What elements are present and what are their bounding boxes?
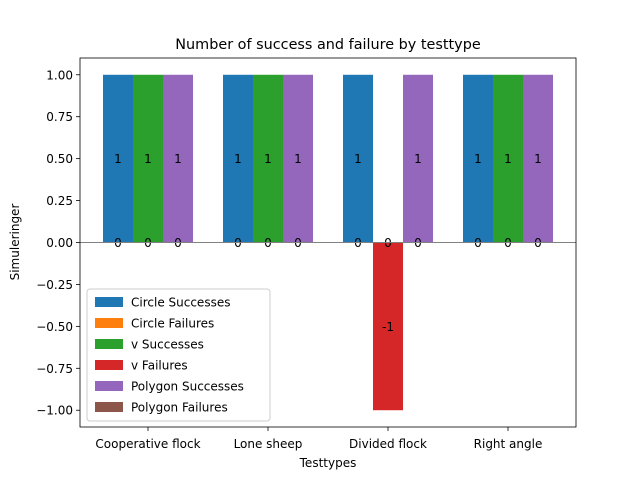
y-tick-label: 0.25 [46, 194, 73, 208]
legend-swatch [95, 339, 123, 349]
legend-swatch [95, 318, 123, 328]
y-axis-label: Simuleringer [8, 204, 22, 281]
bar-value-label: 1 [534, 152, 542, 166]
bars-group [103, 74, 553, 411]
bar-v-successes-0 [133, 74, 163, 243]
x-axis-label: Testtypes [299, 456, 357, 470]
bar-polygon-successes-3 [523, 74, 553, 243]
y-tick-label: 0.50 [46, 152, 73, 166]
legend-swatch [95, 402, 123, 412]
x-axis: Cooperative flock Lone sheep Divided flock… [95, 427, 542, 451]
legend-swatch [95, 297, 123, 307]
legend-label: Polygon Successes [131, 380, 244, 394]
bar-polygon-successes-0 [163, 74, 193, 243]
y-tick-label: 1.00 [46, 68, 73, 82]
bar-value-label: -1 [382, 320, 394, 334]
legend-label: Circle Failures [131, 317, 214, 331]
legend-label: v Failures [131, 359, 188, 373]
bar-value-label: 1 [504, 152, 512, 166]
x-tick-label: Lone sheep [234, 437, 303, 451]
bar-polygon-successes-1 [283, 74, 313, 243]
legend-box [86, 288, 271, 422]
bar-value-label: 1 [234, 152, 242, 166]
legend-swatch [95, 381, 123, 391]
y-tick-label: 0.00 [46, 236, 73, 250]
bar-polygon-successes-2 [403, 74, 433, 243]
x-tick-label: Cooperative flock [95, 437, 200, 451]
legend-label: Polygon Failures [131, 401, 228, 415]
y-tick-label: −0.25 [36, 278, 73, 292]
y-axis: −1.00 −0.75 −0.50 −0.25 0.00 0.25 0.50 0.75 1.00 [36, 68, 80, 418]
y-tick-label: −0.75 [36, 362, 73, 376]
bar-v-successes-1 [253, 74, 283, 243]
bar-value-label: 1 [354, 152, 362, 166]
bar-circle-successes-2 [343, 74, 373, 243]
bar-circle-successes-0 [103, 74, 133, 243]
chart-title: Number of success and failure by testtyp… [175, 37, 481, 53]
legend-label: Circle Successes [131, 296, 230, 310]
bar-circle-successes-1 [223, 74, 253, 243]
legend: Circle Successes Circle Failures v Success… [86, 288, 271, 422]
y-tick-label: −0.50 [36, 320, 73, 334]
legend-swatch [95, 360, 123, 370]
y-tick-label: −1.00 [36, 404, 73, 418]
bar-value-label: 1 [414, 152, 422, 166]
legend-label: v Successes [131, 338, 204, 352]
bar-value-label: 1 [174, 152, 182, 166]
x-tick-label: Right angle [474, 437, 543, 451]
bar-circle-successes-3 [463, 74, 493, 243]
bar-value-label: 1 [144, 152, 152, 166]
bar-value-label: 1 [474, 152, 482, 166]
bar-value-label: 1 [264, 152, 272, 166]
y-tick-label: 0.75 [46, 110, 73, 124]
bar-value-label: 1 [114, 152, 122, 166]
bar-value-label: 1 [294, 152, 302, 166]
x-tick-label: Divided flock [349, 437, 427, 451]
bar-v-successes-3 [493, 74, 523, 243]
bar-v-failures-2 [373, 242, 403, 411]
